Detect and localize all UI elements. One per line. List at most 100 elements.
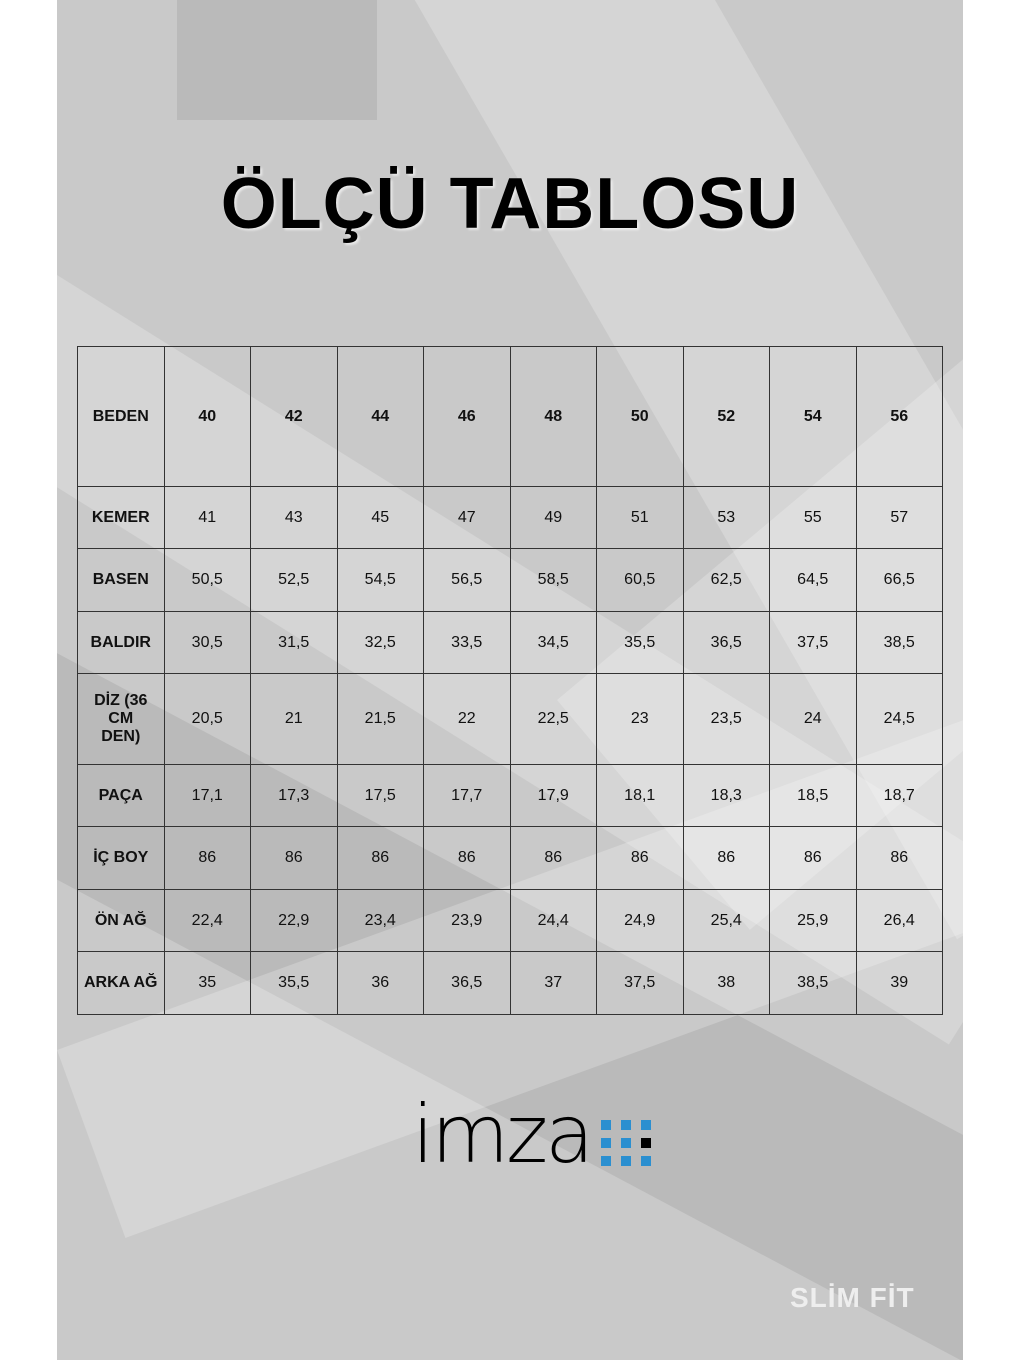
- size-header: 46: [423, 346, 511, 487]
- table-cell: 35: [163, 951, 251, 1015]
- table-cell: 18,5: [769, 764, 857, 827]
- fit-label: SLİM FİT: [790, 1282, 915, 1313]
- table-cell: 86: [682, 826, 770, 890]
- table-row: PAÇA 17,1 17,3 17,5 17,7 17,9 18,1 18,3 18,5 18,7: [77, 764, 943, 827]
- table-cell: 43: [250, 486, 338, 549]
- size-header: 54: [769, 346, 857, 487]
- table-cell: 24,5: [855, 673, 943, 765]
- table-row: ARKA AĞ 35 35,5 36 36,5 37 37,5 38 38,5 39: [77, 951, 943, 1015]
- row-label: BALDIR: [77, 611, 165, 674]
- table-cell: 22,4: [163, 889, 251, 952]
- table-cell: 86: [250, 826, 338, 890]
- table-cell: 36,5: [423, 951, 511, 1015]
- table-cell: 62,5: [682, 548, 770, 612]
- table-cell: 18,7: [855, 764, 943, 827]
- table-cell: 32,5: [336, 611, 424, 674]
- table-cell: 49: [509, 486, 597, 549]
- table-row: BASEN 50,5 52,5 54,5 56,5 58,5 60,5 62,5 64,5 66,…: [77, 548, 943, 612]
- size-header: 44: [336, 346, 424, 487]
- table-cell: 60,5: [596, 548, 684, 612]
- table-cell: 37,5: [596, 951, 684, 1015]
- table-cell: 18,1: [596, 764, 684, 827]
- size-table: BEDEN 40 42 44 46 48 50 52 54 56 KEMER 41 43 45 47 49 51…: [77, 346, 943, 1015]
- size-header: 50: [596, 346, 684, 487]
- table-cell: 23: [596, 673, 684, 765]
- table-cell: 24: [769, 673, 857, 765]
- table-cell: 58,5: [509, 548, 597, 612]
- table-cell: 17,9: [509, 764, 597, 827]
- table-cell: 86: [855, 826, 943, 890]
- table-cell: 57: [855, 486, 943, 549]
- table-row: İÇ BOY 86 86 86 86 86 86 86 86 86: [77, 826, 943, 890]
- table-cell: 35,5: [596, 611, 684, 674]
- table-cell: 53: [682, 486, 770, 549]
- table-cell: 39: [855, 951, 943, 1015]
- table-row: BALDIR 30,5 31,5 32,5 33,5 34,5 35,5 36,5 37,5 38…: [77, 611, 943, 674]
- table-row: DİZ (36 CM DEN) 20,5 21 21,5 22 22,5 23 23,5 24 2…: [77, 673, 943, 765]
- size-header: 52: [682, 346, 770, 487]
- table-cell: 56,5: [423, 548, 511, 612]
- size-header: 56: [855, 346, 943, 487]
- table-cell: 31,5: [250, 611, 338, 674]
- table-cell: 25,4: [682, 889, 770, 952]
- table-cell: 17,3: [250, 764, 338, 827]
- table-cell: 21: [250, 673, 338, 765]
- table-cell: 35,5: [250, 951, 338, 1015]
- table-cell: 26,4: [855, 889, 943, 952]
- table-cell: 86: [336, 826, 424, 890]
- table-cell: 22,9: [250, 889, 338, 952]
- row-label: ARKA AĞ: [77, 951, 165, 1015]
- size-header: 48: [509, 346, 597, 487]
- table-cell: 17,1: [163, 764, 251, 827]
- logo-text: imza: [412, 1088, 594, 1181]
- table-cell: 86: [596, 826, 684, 890]
- table-cell: 23,5: [682, 673, 770, 765]
- table-cell: 86: [163, 826, 251, 890]
- table-cell: 86: [509, 826, 597, 890]
- table-cell: 38,5: [769, 951, 857, 1015]
- table-cell: 22: [423, 673, 511, 765]
- row-label: KEMER: [77, 486, 165, 549]
- row-label: ÖN AĞ: [77, 889, 165, 952]
- table-cell: 38: [682, 951, 770, 1015]
- table-row: KEMER 41 43 45 47 49 51 53 55 57: [77, 486, 943, 549]
- table-cell: 50,5: [163, 548, 251, 612]
- table-cell: 47: [423, 486, 511, 549]
- table-cell: 54,5: [336, 548, 424, 612]
- table-cell: 24,9: [596, 889, 684, 952]
- table-cell: 37: [509, 951, 597, 1015]
- table-cell: 21,5: [336, 673, 424, 765]
- table-cell: 20,5: [163, 673, 251, 765]
- row-label: BEDEN: [77, 346, 165, 487]
- row-label: DİZ (36 CM DEN): [77, 673, 165, 765]
- table-cell: 52,5: [250, 548, 338, 612]
- table-cell: 45: [336, 486, 424, 549]
- table-cell: 17,5: [336, 764, 424, 827]
- row-label: BASEN: [77, 548, 165, 612]
- table-cell: 23,9: [423, 889, 511, 952]
- table-cell: 66,5: [855, 548, 943, 612]
- table-row: ÖN AĞ 22,4 22,9 23,4 23,9 24,4 24,9 25,4 25,9 26,…: [77, 889, 943, 952]
- table-cell: 64,5: [769, 548, 857, 612]
- table-cell: 33,5: [423, 611, 511, 674]
- table-cell: 36: [336, 951, 424, 1015]
- table-cell: 86: [423, 826, 511, 890]
- table-cell: 34,5: [509, 611, 597, 674]
- table-cell: 23,4: [336, 889, 424, 952]
- table-cell: 41: [163, 486, 251, 549]
- table-cell: 30,5: [163, 611, 251, 674]
- table-cell: 38,5: [855, 611, 943, 674]
- row-label: PAÇA: [77, 764, 165, 827]
- size-header: 42: [250, 346, 338, 487]
- logo-dots-icon: [601, 1120, 652, 1166]
- table-cell: 86: [769, 826, 857, 890]
- size-header: 40: [163, 346, 251, 487]
- table-cell: 22,5: [509, 673, 597, 765]
- table-cell: 24,4: [509, 889, 597, 952]
- table-header-row: BEDEN 40 42 44 46 48 50 52 54 56: [77, 346, 943, 487]
- table-cell: 36,5: [682, 611, 770, 674]
- table-cell: 37,5: [769, 611, 857, 674]
- table-cell: 51: [596, 486, 684, 549]
- row-label: İÇ BOY: [77, 826, 165, 890]
- imza-logo: imza: [412, 1088, 652, 1181]
